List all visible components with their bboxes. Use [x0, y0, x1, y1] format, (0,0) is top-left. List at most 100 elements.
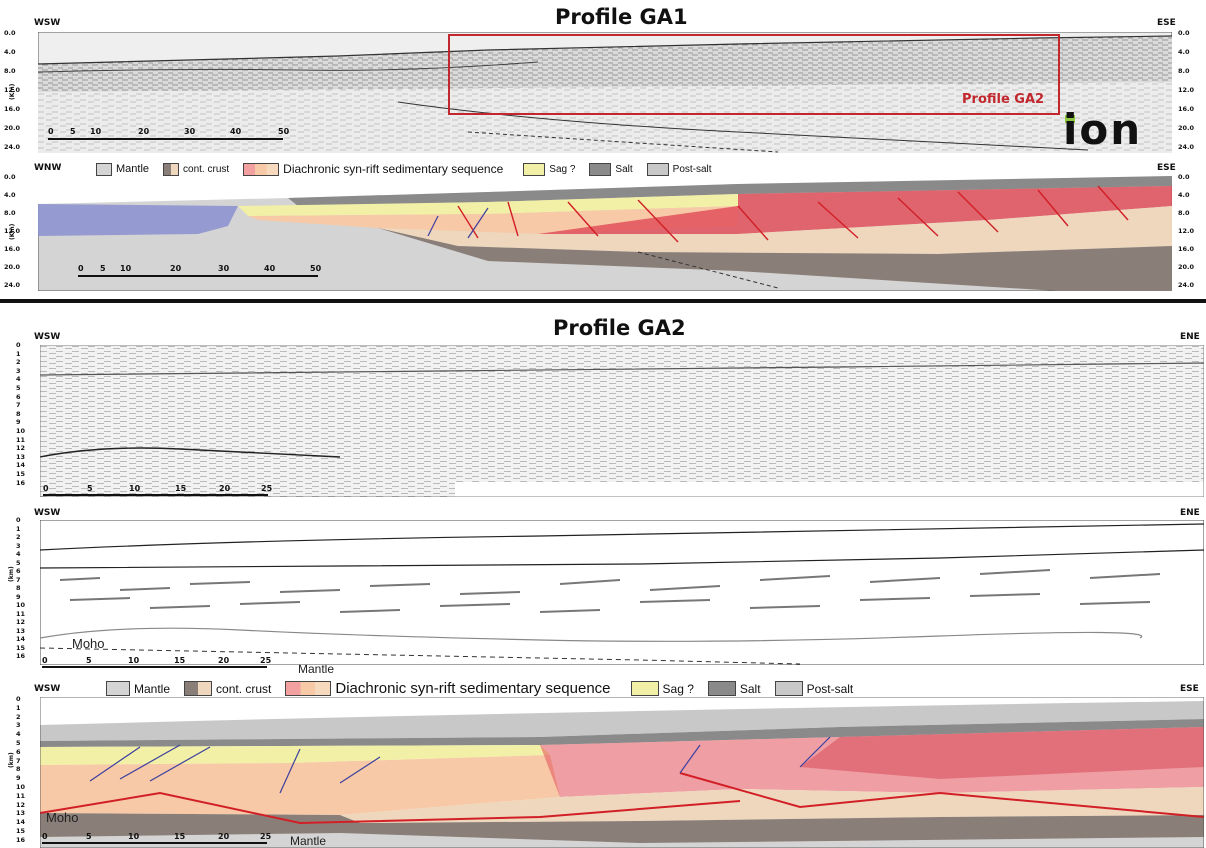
- ga2-line-drawing-section: [40, 520, 1204, 665]
- scale-label: 20: [138, 127, 150, 136]
- legend-swatch-syn-rift: [243, 162, 280, 176]
- ga2-linedraw-mantle-label: Mantle: [298, 662, 335, 676]
- scale-label: 10: [128, 656, 140, 665]
- legend-swatch-sag: [523, 162, 546, 176]
- ga2-interp-right-dir: ESE: [1180, 684, 1199, 694]
- ga2-interp-scale-bar: 0 5 10 15 20 25: [42, 832, 282, 846]
- legend-swatch-mantle: [106, 681, 130, 696]
- legend-top: Mantle cont. crust Diachronic syn-rift s…: [96, 162, 712, 176]
- tick-label: 8: [16, 409, 21, 418]
- scale-label: 25: [261, 484, 273, 493]
- tick-label: 8.0: [1178, 209, 1190, 217]
- tick-label: 6: [16, 392, 21, 401]
- ga2-linedraw-moho-label: Moho: [72, 636, 105, 651]
- tick-label: 1: [16, 524, 21, 533]
- ga2-linedraw-scale-bar: 0 5 10 15 20 25: [42, 656, 282, 670]
- ga2-inset-box: [448, 34, 1060, 115]
- legend-label-crust: cont. crust: [183, 163, 230, 175]
- ga1-seismic-left-dir: WSW: [34, 18, 61, 28]
- scale-label: 30: [218, 264, 230, 273]
- tick-label: 11: [16, 435, 26, 444]
- ga2-seismic-left-dir: WSW: [34, 332, 61, 342]
- logo-green-block: [1065, 115, 1075, 123]
- tick-label: 12: [16, 800, 26, 809]
- scale-label: 0: [48, 127, 54, 136]
- legend-label-salt: Salt: [615, 163, 633, 175]
- ga2-interpretation-section: [40, 697, 1204, 848]
- tick-label: 8: [16, 584, 21, 592]
- scale-label: 0: [42, 832, 48, 841]
- tick-label: 8.0: [4, 67, 16, 75]
- tick-label: 20.0: [4, 124, 21, 132]
- tick-label: 15: [16, 643, 26, 652]
- legend-label-crust: cont. crust: [216, 681, 272, 696]
- tick-label: 0.0: [1178, 173, 1190, 181]
- ga2-seismic-scale-bar: 0 5 10 15 20 25: [43, 484, 283, 498]
- ga2-linedraw-left-dir: WSW: [34, 508, 61, 518]
- logo-text: ion: [1063, 105, 1143, 154]
- scale-label: 40: [230, 127, 242, 136]
- legend-label-sag: Sag ?: [662, 681, 694, 696]
- ga2-interp-axis-unit: (km): [8, 752, 15, 768]
- tick-label: 13: [16, 809, 26, 818]
- legend-label-post-salt: Post-salt: [806, 681, 854, 696]
- ga1-interp-left-dir: WNW: [34, 163, 62, 173]
- tick-label: 7: [16, 575, 21, 584]
- scale-label: 25: [260, 832, 272, 841]
- scale-label: 50: [310, 264, 322, 273]
- tick-label: 4: [16, 550, 21, 558]
- tick-label: 9: [16, 418, 21, 427]
- scale-label: 5: [87, 484, 93, 493]
- ga2-interp-moho-label: Moho: [46, 810, 79, 825]
- scale-label: 5: [86, 656, 92, 665]
- legend-swatch-mantle: [96, 162, 112, 176]
- scale-label: 15: [174, 832, 186, 841]
- tick-label: 15: [16, 827, 26, 835]
- tick-label: 24.0: [4, 281, 21, 289]
- scale-label: 5: [70, 127, 76, 136]
- tick-label: 0.0: [4, 173, 16, 181]
- tick-label: 0: [16, 695, 21, 703]
- tick-label: 5: [16, 739, 21, 747]
- tick-label: 8.0: [1178, 67, 1190, 75]
- legend-label-syn-rift: Diachronic syn-rift sedimentary sequence: [335, 680, 611, 697]
- tick-label: 16.0: [1178, 105, 1195, 113]
- tick-label: 12: [16, 444, 26, 453]
- legend-swatch-post-salt: [646, 162, 669, 176]
- tick-label: 3: [16, 366, 21, 375]
- legend-label-mantle: Mantle: [134, 681, 171, 696]
- scale-label: 30: [184, 127, 196, 136]
- tick-label: 4: [16, 375, 21, 384]
- tick-label: 4.0: [1178, 48, 1190, 56]
- legend-swatch-salt: [707, 681, 736, 696]
- tick-label: 7: [16, 756, 21, 765]
- scale-label: 5: [100, 264, 106, 273]
- tick-label: 10: [16, 427, 26, 435]
- legend-swatch-syn-rift: [285, 681, 332, 696]
- legend-bottom: Mantle cont. crust Diachronic syn-rift s…: [106, 680, 853, 697]
- tick-label: 10: [16, 601, 26, 609]
- ga2-interp-mantle-label: Mantle: [290, 834, 327, 848]
- tick-label: 12.0: [4, 227, 21, 235]
- legend-swatch-salt: [589, 162, 612, 176]
- scale-label: 20: [218, 832, 230, 841]
- legend-swatch-post-salt: [774, 681, 803, 696]
- ga1-seismic-section: [38, 32, 1172, 153]
- section-separator: [0, 299, 1206, 303]
- tick-label: 5: [16, 558, 21, 567]
- tick-label: 20.0: [4, 263, 21, 271]
- scale-label: 0: [43, 484, 49, 493]
- tick-label: 5: [16, 384, 21, 392]
- legend-label-sag: Sag ?: [549, 163, 576, 175]
- ga2-inset-label: Profile GA2: [962, 92, 1045, 107]
- scale-label: 10: [120, 264, 132, 273]
- tick-label: 12.0: [4, 86, 21, 94]
- tick-label: 10: [16, 783, 26, 791]
- tick-label: 16: [16, 835, 26, 844]
- tick-label: 12.0: [1178, 227, 1195, 235]
- ga1-interp-scale-bar: 0 5 10 20 30 40 50: [78, 264, 338, 280]
- tick-label: 20.0: [1178, 263, 1195, 271]
- tick-label: 1: [16, 349, 21, 358]
- tick-label: 8: [16, 765, 21, 774]
- tick-label: 2: [16, 358, 21, 367]
